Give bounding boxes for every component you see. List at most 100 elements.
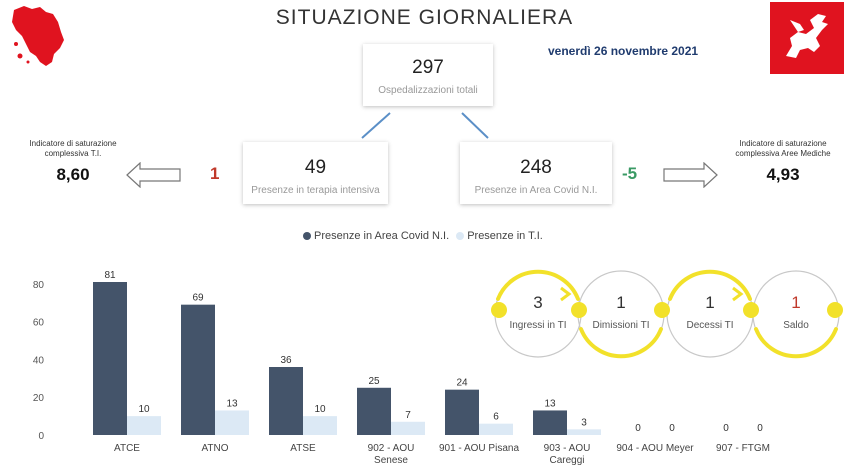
legend-label-ti: Presenze in T.I. — [467, 230, 543, 242]
ti-presence-card: 49 Presenze in terapia intensiva — [243, 142, 388, 204]
bar-ti — [127, 416, 161, 435]
report-date: venerdì 26 novembre 2021 — [548, 44, 699, 58]
kpi-connectors — [361, 112, 489, 139]
data-label: 7 — [405, 410, 411, 421]
ti-saturation-indicator: Indicatore di saturazione complessiva T.… — [10, 139, 136, 185]
cycle-dot — [827, 302, 843, 318]
cycle-dot — [571, 302, 587, 318]
cycle-arc — [754, 327, 838, 359]
cycle-value: 1 — [705, 293, 714, 312]
bar-chart: 0204060808110ATCE6913ATNO3610ATSE257902 … — [33, 270, 770, 466]
connector-line-left — [361, 112, 391, 139]
bar-ti — [391, 421, 425, 435]
cycle-dot — [491, 302, 507, 318]
am-saturation-label-1: Indicatore di saturazione — [739, 139, 827, 148]
page-title: SITUAZIONE GIORNALIERA — [275, 6, 574, 29]
legend-label-covid: Presenze in Area Covid N.I. — [314, 230, 450, 242]
data-label: 0 — [669, 423, 675, 434]
data-label: 81 — [104, 270, 116, 281]
cycle-dot — [743, 302, 759, 318]
bar-covid — [533, 410, 567, 435]
x-tick-label: 904 - AOU Meyer — [616, 443, 694, 454]
total-hospitalizations-value: 297 — [412, 57, 444, 78]
data-label: 36 — [280, 355, 292, 366]
bar-covid — [269, 367, 303, 435]
ti-saturation-label-1: Indicatore di saturazione — [29, 139, 117, 148]
covid-area-value: 248 — [520, 157, 552, 178]
cycle-value: 3 — [533, 293, 542, 312]
x-tick-label: 901 - AOU Pisana — [439, 443, 519, 454]
x-tick-label: ATSE — [290, 443, 316, 454]
region-flag-logo — [770, 2, 844, 74]
ti-presence-value: 49 — [304, 157, 327, 178]
data-label: 0 — [635, 423, 641, 434]
x-tick-label: ATCE — [114, 443, 140, 454]
connector-line-right — [461, 112, 489, 139]
right-arrow-icon — [663, 162, 718, 188]
legend-swatch-covid — [303, 232, 311, 241]
am-saturation-indicator: Indicatore di saturazione complessiva Ar… — [720, 139, 846, 185]
y-tick-label: 0 — [38, 431, 44, 442]
cycle-dot — [654, 302, 670, 318]
data-label: 3 — [581, 417, 587, 428]
left-arrow-icon — [126, 162, 181, 188]
ti-saturation-value: 8,60 — [56, 165, 90, 184]
data-label: 10 — [314, 404, 326, 415]
cycle-label: Dimissioni TI — [592, 320, 649, 331]
x-tick-label: Careggi — [549, 455, 584, 466]
data-label: 0 — [723, 423, 729, 434]
x-tick-label: 902 - AOU — [368, 443, 415, 454]
y-tick-label: 40 — [33, 355, 45, 366]
legend-item-ti: Presenze in T.I. — [456, 230, 543, 242]
bar-covid — [93, 282, 127, 435]
cycle-arc — [668, 269, 752, 301]
cycle-value: 1 — [791, 293, 800, 312]
legend-item-covid: Presenze in Area Covid N.I. — [303, 230, 449, 242]
icu-flow-cycle: 3 Ingressi in TI 1 Dimissioni TI 1 Decessi TI… — [491, 269, 843, 359]
x-tick-label: ATNO — [201, 443, 228, 454]
y-tick-label: 80 — [33, 280, 45, 291]
bar-ti — [215, 410, 249, 435]
data-label: 6 — [493, 412, 499, 423]
chart-legend: Presenze in Area Covid N.I. Presenze in … — [303, 230, 543, 242]
bar-covid — [445, 389, 479, 435]
x-tick-label: Senese — [374, 455, 408, 466]
total-hospitalizations-card: 297 Ospedalizzazioni totali — [363, 44, 493, 106]
cycle-arc — [496, 269, 580, 301]
cycle-value: 1 — [616, 293, 625, 312]
cycle-arc — [579, 327, 663, 359]
ti-delta: 1 — [210, 164, 220, 183]
am-saturation-value: 4,93 — [766, 165, 800, 184]
covid-area-card: 248 Presenze in Area Covid N.I. — [460, 142, 612, 204]
data-label: 0 — [757, 423, 763, 434]
legend-swatch-ti — [456, 232, 465, 241]
total-hospitalizations-label: Ospedalizzazioni totali — [378, 85, 478, 96]
bar-ti — [567, 429, 601, 435]
am-saturation-label-2: complessiva Aree Mediche — [735, 149, 831, 158]
y-tick-label: 60 — [33, 318, 45, 329]
data-label: 69 — [192, 293, 204, 304]
cycle-label: Decessi TI — [686, 320, 733, 331]
tuscany-map-logo — [12, 6, 64, 66]
data-label: 10 — [138, 404, 150, 415]
ti-saturation-label-2: complessiva T.I. — [44, 149, 102, 158]
bar-ti — [303, 416, 337, 435]
data-label: 13 — [226, 398, 238, 409]
cycle-arrowhead — [560, 286, 572, 302]
cycle-label: Ingressi in TI — [509, 320, 566, 331]
bar-covid — [181, 304, 215, 435]
pegasus-icon — [786, 14, 828, 58]
covid-delta: -5 — [622, 164, 638, 183]
data-label: 24 — [456, 378, 468, 389]
data-label: 13 — [544, 398, 556, 409]
ti-presence-label: Presenze in terapia intensiva — [251, 185, 380, 196]
bar-ti — [479, 423, 513, 435]
bar-covid — [357, 387, 391, 435]
x-tick-label: 907 - FTGM — [716, 443, 770, 454]
y-tick-label: 20 — [33, 393, 45, 404]
cycle-label: Saldo — [783, 320, 809, 331]
covid-area-label: Presenze in Area Covid N.I. — [474, 185, 598, 196]
x-tick-label: 903 - AOU — [544, 443, 591, 454]
data-label: 25 — [368, 376, 380, 387]
cycle-arrowhead — [732, 286, 744, 302]
